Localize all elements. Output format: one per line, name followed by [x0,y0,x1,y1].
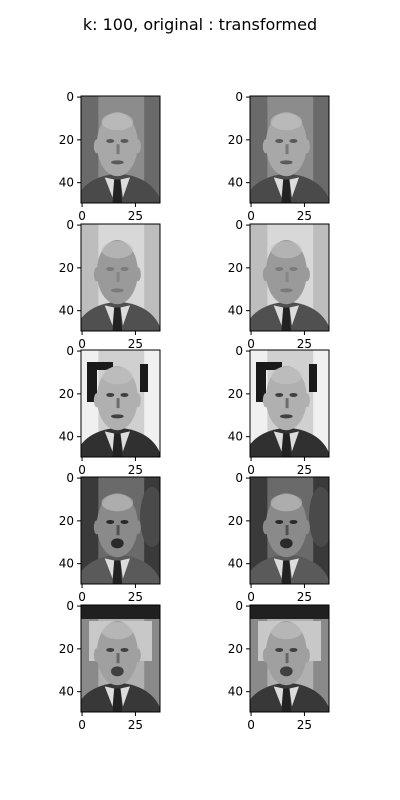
xtick-label-r0-c0-25: 25 [128,209,143,223]
face-image-r2-transformed [250,350,329,457]
ytick-label-r3-c1-40: 40 [228,557,243,571]
subplot-r3-c1: 0 20 40 0 25 [228,471,330,604]
ytick-label-r4-c0-40: 40 [59,685,74,699]
ytick-label-r3-c1-20: 20 [228,514,243,528]
xtick-label-r4-c0-25: 25 [128,718,143,732]
xtick-label-r3-c0-0: 0 [78,590,86,604]
face-image-r1-original [81,224,160,331]
xtick-label-r0-c1-0: 0 [247,209,255,223]
subplot-r2-c0: 0 20 40 0 25 [59,344,161,477]
ytick-label-r4-c1-40: 40 [228,685,243,699]
axes-frame-r2-c1 [249,349,330,458]
subplot-r0-c1: 0 20 40 0 25 [228,90,330,223]
ytick-label-r2-c0-20: 20 [59,387,74,401]
face-image-r4-original [81,605,160,712]
axes-frame-r4-c1 [249,604,330,713]
ytick-label-r1-c0-0: 0 [66,218,74,232]
ytick-label-r0-c0-40: 40 [59,176,74,190]
ytick-label-r1-c0-40: 40 [59,304,74,318]
xtick-label-r1-c0-0: 0 [78,337,86,351]
ytick-label-r2-c1-0: 0 [235,344,243,358]
xtick-label-r2-c1-25: 25 [297,463,312,477]
xtick-label-r4-c0-0: 0 [78,718,86,732]
xtick-label-r1-c1-0: 0 [247,337,255,351]
axes-frame-r0-c0 [80,95,161,204]
face-image-r2-original [81,350,160,457]
xtick-label-r1-c1-25: 25 [297,337,312,351]
ytick-label-r3-c1-0: 0 [235,471,243,485]
subplot-r4-c0: 0 20 40 0 25 [59,599,161,732]
ytick-label-r1-c1-20: 20 [228,261,243,275]
face-image-r1-transformed [250,224,329,331]
ytick-label-r3-c0-20: 20 [59,514,74,528]
subplot-r1-c0: 0 20 40 0 25 [59,218,161,351]
axes-frame-r1-c0 [80,223,161,332]
face-image-r0-original [81,96,160,203]
ytick-label-r4-c0-20: 20 [59,642,74,656]
xtick-label-r2-c0-25: 25 [128,463,143,477]
xtick-label-r4-c1-0: 0 [247,718,255,732]
ytick-label-r3-c0-0: 0 [66,471,74,485]
ytick-label-r3-c0-40: 40 [59,557,74,571]
axes-frame-r3-c1 [249,476,330,585]
subplot-r1-c1: 0 20 40 0 25 [228,218,330,351]
face-image-r4-transformed [250,605,329,712]
face-image-r3-original [81,477,160,584]
ytick-label-r2-c1-20: 20 [228,387,243,401]
ytick-label-r0-c0-20: 20 [59,133,74,147]
ytick-label-r1-c1-40: 40 [228,304,243,318]
xtick-label-r4-c1-25: 25 [297,718,312,732]
face-image-r3-transformed [250,477,329,584]
xtick-label-r0-c0-0: 0 [78,209,86,223]
axes-frame-r4-c0 [80,604,161,713]
axes-frame-r3-c0 [80,476,161,585]
axes-frame-r0-c1 [249,95,330,204]
subplot-grid: 0 20 40 0 25 0 20 40 0 25 0 20 40 0 25 0 20 40 0 25 0 20 40 0 25… [59,90,330,732]
xtick-label-r0-c1-25: 25 [297,209,312,223]
ytick-label-r0-c1-40: 40 [228,176,243,190]
ytick-label-r0-c1-0: 0 [235,90,243,104]
ytick-label-r4-c1-20: 20 [228,642,243,656]
subplot-r3-c0: 0 20 40 0 25 [59,471,161,604]
subplot-r4-c1: 0 20 40 0 25 [228,599,330,732]
xtick-label-r2-c1-0: 0 [247,463,255,477]
ytick-label-r1-c0-20: 20 [59,261,74,275]
xtick-label-r2-c0-0: 0 [78,463,86,477]
xtick-label-r3-c1-0: 0 [247,590,255,604]
figure-title: k: 100, original : transformed [83,15,317,34]
face-image-r0-transformed [250,96,329,203]
axes-frame-r1-c1 [249,223,330,332]
ytick-label-r4-c1-0: 0 [235,599,243,613]
subplot-r0-c0: 0 20 40 0 25 [59,90,161,223]
xtick-label-r3-c0-25: 25 [128,590,143,604]
xtick-label-r1-c0-25: 25 [128,337,143,351]
ytick-label-r1-c1-0: 0 [235,218,243,232]
subplot-r2-c1: 0 20 40 0 25 [228,344,330,477]
ytick-label-r2-c0-40: 40 [59,430,74,444]
ytick-label-r0-c1-20: 20 [228,133,243,147]
ytick-label-r2-c1-40: 40 [228,430,243,444]
ytick-label-r2-c0-0: 0 [66,344,74,358]
ytick-label-r0-c0-0: 0 [66,90,74,104]
ytick-label-r4-c0-0: 0 [66,599,74,613]
xtick-label-r3-c1-25: 25 [297,590,312,604]
axes-frame-r2-c0 [80,349,161,458]
